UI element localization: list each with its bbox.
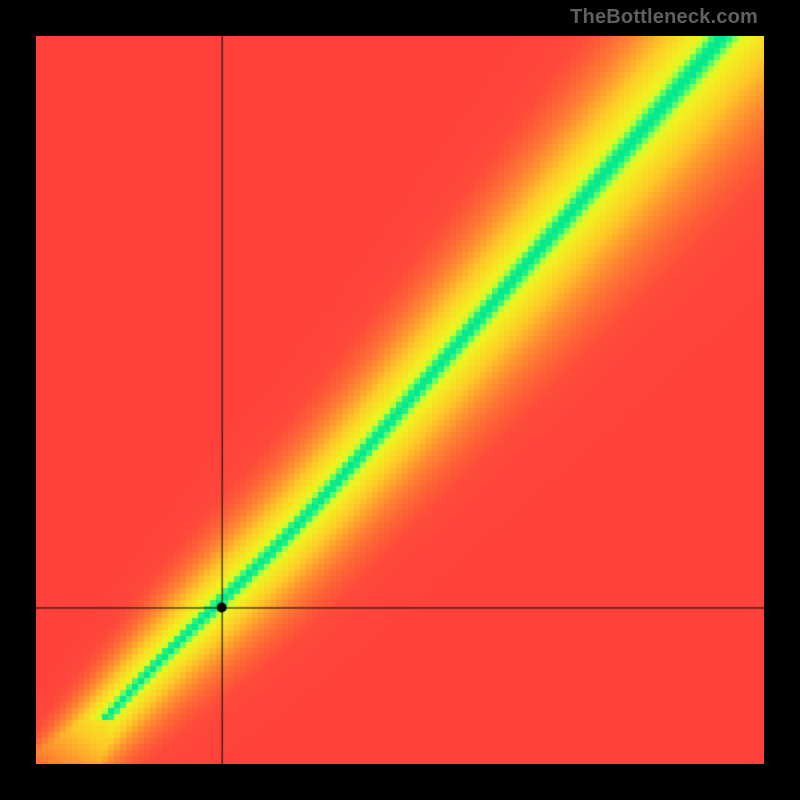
watermark: TheBottleneck.com (570, 6, 758, 29)
bottleneck-heatmap (36, 36, 764, 764)
chart-container: TheBottleneck.com (0, 0, 800, 800)
